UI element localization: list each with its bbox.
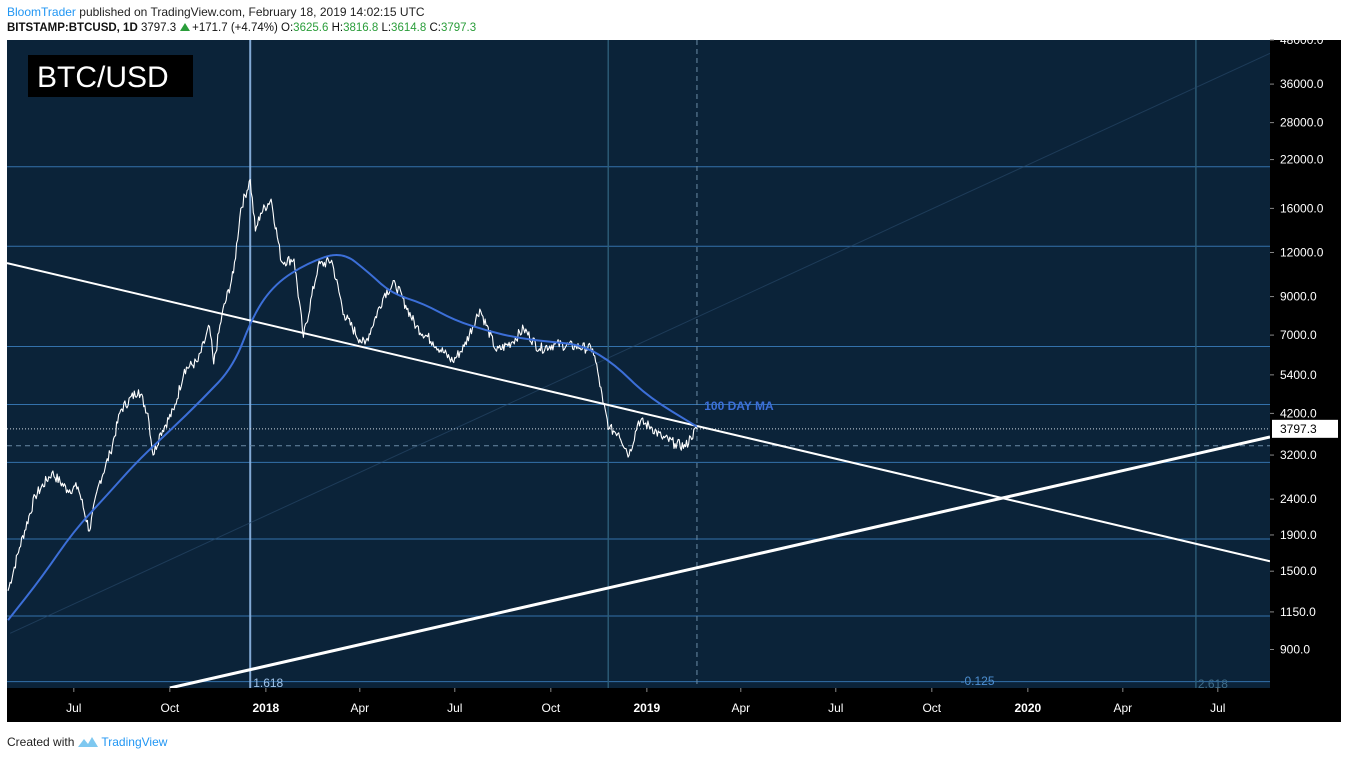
y-tick-label: 2400.0 <box>1280 492 1317 506</box>
x-tick-label: Oct <box>160 701 179 715</box>
x-tick-label: Apr <box>350 701 369 715</box>
y-tick-label: 7000.0 <box>1280 328 1317 342</box>
y-tick-label: 3200.0 <box>1280 448 1317 462</box>
x-tick-label: 2019 <box>633 701 660 715</box>
publish-info: BloomTrader published on TradingView.com… <box>7 5 425 19</box>
x-tick-label: 2018 <box>253 701 280 715</box>
ma-label: 100 DAY MA <box>704 399 774 413</box>
y-tick-label: 5400.0 <box>1280 368 1317 382</box>
x-tick-label: Apr <box>731 701 750 715</box>
created-with-text: Created with <box>7 735 75 749</box>
y-tick-label: 4200.0 <box>1280 406 1317 420</box>
x-tick-label: Jul <box>447 701 462 715</box>
last-price-label: 3797.3 <box>1280 422 1317 436</box>
y-tick-label: 900.0 <box>1280 642 1310 656</box>
symbol-info: BITSTAMP:BTCUSD, 1D 3797.3 +171.7 (+4.74%… <box>7 22 476 34</box>
trendline-ascending <box>169 435 1270 688</box>
close-value: 3797.3 <box>440 22 477 34</box>
x-tick-label: Oct <box>922 701 941 715</box>
x-tick-label: 2020 <box>1014 701 1041 715</box>
tradingview-logo-icon <box>78 737 99 747</box>
fib-label: -0.125 <box>960 674 994 688</box>
ma-series-line <box>7 254 698 621</box>
symbol: BITSTAMP:BTCUSD, 1D <box>7 22 138 34</box>
tradingview-link[interactable]: TradingView <box>101 735 168 749</box>
plot-area[interactable] <box>7 40 1270 688</box>
high-label: H: <box>331 22 344 34</box>
plot-layer <box>7 40 1270 688</box>
y-tick-label: 1150.0 <box>1280 605 1316 619</box>
x-axis[interactable]: Jul Oct 2018 Apr Jul Oct 2019 Apr Jul Oct 2020 Apr J… <box>66 688 1225 715</box>
chart-title: BTC/USD <box>37 61 169 94</box>
price-series-line <box>7 179 698 591</box>
close-label: C: <box>429 22 441 34</box>
low-value: 3614.8 <box>391 22 427 34</box>
up-triangle-icon <box>180 23 191 31</box>
y-axis[interactable]: 48000.0 36000.0 28000.0 22000.0 16000.0 12000… <box>1270 33 1338 656</box>
low-label: L: <box>381 22 392 34</box>
published-text: published on TradingView.com, February 1… <box>79 5 425 19</box>
overlay-layer: 100 DAY MA 1.618 -0.125 2.618 <box>253 399 1228 691</box>
x-tick-label: Jul <box>66 701 81 715</box>
title-box <box>28 55 193 97</box>
y-tick-label: 22000.0 <box>1280 153 1324 167</box>
x-tick-label: Apr <box>1113 701 1132 715</box>
price-chart[interactable]: 100 DAY MA 1.618 -0.125 2.618 48000.0 36000.… <box>0 0 1348 735</box>
x-tick-label: Jul <box>1210 701 1225 715</box>
y-tick-label: 48000.0 <box>1280 33 1324 47</box>
y-tick-label: 36000.0 <box>1280 77 1324 91</box>
high-value: 3816.8 <box>343 22 379 34</box>
fib-label: 2.618 <box>1198 677 1228 691</box>
y-tick-label: 1900.0 <box>1280 528 1317 542</box>
author-link[interactable]: BloomTrader <box>7 5 76 19</box>
y-tick-label: 28000.0 <box>1280 116 1324 130</box>
open-label: O: <box>281 22 294 34</box>
footer: Created with TradingView <box>7 735 167 749</box>
x-tick-label: Jul <box>828 701 843 715</box>
y-tick-label: 16000.0 <box>1280 201 1324 215</box>
fib-label: 1.618 <box>253 676 283 690</box>
open-value: 3625.6 <box>293 22 329 34</box>
last-price-box <box>1272 419 1338 438</box>
x-tick-label: Oct <box>541 701 560 715</box>
y-tick-label: 1500.0 <box>1280 564 1317 578</box>
y-tick-label: 12000.0 <box>1280 245 1324 259</box>
y-tick-label: 9000.0 <box>1280 290 1317 304</box>
last-value: 3797.3 <box>140 22 177 34</box>
trendline-descending <box>7 262 1270 563</box>
change-value: +171.7 (+4.74%) <box>192 22 278 34</box>
fib-fan-line <box>9 52 1270 634</box>
